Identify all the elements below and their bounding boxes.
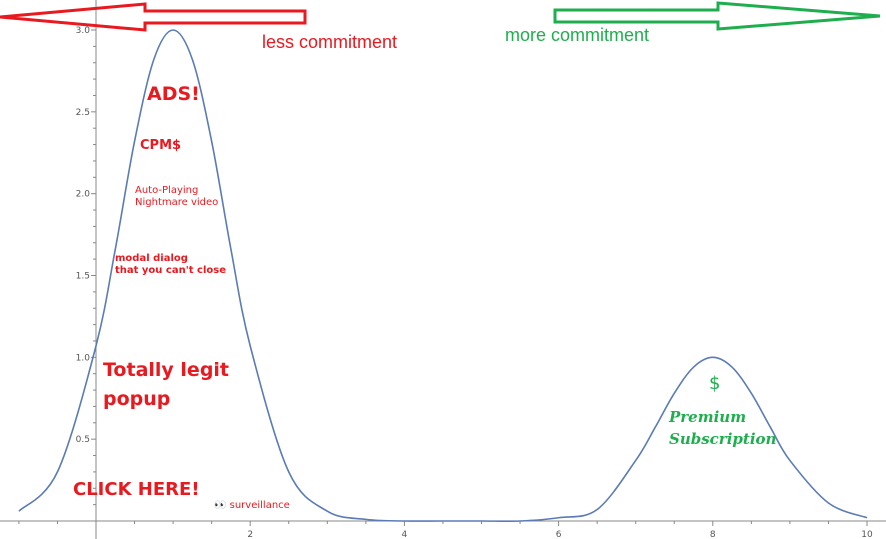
cpm-label: CPM$: [140, 138, 182, 153]
dollar-label: $: [709, 373, 721, 394]
surveillance-label: 👀 surveillance: [214, 500, 290, 511]
premium-line-1: Premium: [669, 408, 747, 426]
x-tick-label: 6: [556, 530, 562, 539]
modal-line-2: that you can't close: [115, 264, 226, 276]
popup-label: Totally legit popup: [103, 356, 229, 413]
modal-line-1: modal dialog: [115, 253, 188, 264]
y-tick-label: 1.5: [76, 272, 90, 282]
click-here-label: CLICK HERE!: [73, 479, 200, 500]
right-arrow-icon: [553, 1, 881, 31]
x-tick-label: 4: [402, 530, 408, 539]
y-tick-label: 1.0: [76, 353, 91, 363]
popup-line-2: popup: [103, 387, 171, 410]
x-tick-label: 2: [247, 530, 253, 539]
less-commitment-label: less commitment: [262, 32, 398, 52]
axis-ticks: 2 4 6 8 10 0.5 1.0 1.5 2.0 2.5 3.0: [18, 26, 873, 539]
autoplay-video-label: Auto-Playing Nightmare video: [135, 185, 218, 208]
x-tick-label: 8: [710, 530, 716, 539]
ads-label: ADS!: [147, 83, 200, 105]
premium-line-2: Subscription: [669, 429, 777, 448]
y-tick-label: 2.5: [76, 108, 90, 118]
autoplay-line-2: Nightmare video: [135, 196, 219, 208]
x-tick-label: 10: [861, 530, 873, 539]
autoplay-line-1: Auto-Playing: [135, 185, 199, 196]
y-tick-label: 2.0: [76, 190, 91, 200]
premium-subscription-label: Premium Subscription: [669, 407, 776, 451]
modal-dialog-label: modal dialog that you can't close: [115, 253, 226, 276]
more-commitment-label: more commitment: [505, 25, 650, 45]
y-tick-label: 0.5: [76, 435, 90, 445]
left-arrow-icon: [0, 2, 307, 32]
popup-line-1: Totally legit: [103, 359, 230, 381]
series-line: [18, 29, 868, 523]
series-layer: [18, 29, 868, 523]
y-tick-label: 3.0: [76, 26, 91, 36]
